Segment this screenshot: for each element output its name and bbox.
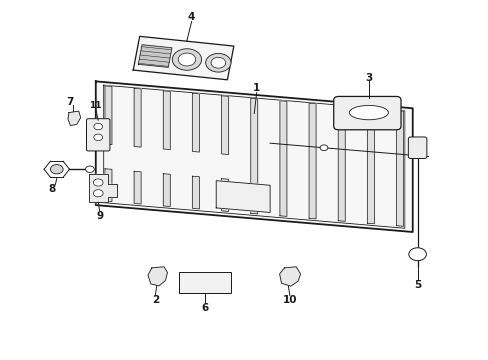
Polygon shape <box>216 181 269 212</box>
Text: 7: 7 <box>66 97 74 107</box>
Text: 5: 5 <box>413 280 420 290</box>
Text: 11: 11 <box>89 100 102 109</box>
Circle shape <box>94 123 102 130</box>
Polygon shape <box>192 176 199 209</box>
Polygon shape <box>163 174 170 207</box>
FancyBboxPatch shape <box>333 96 400 130</box>
Circle shape <box>93 179 103 186</box>
Polygon shape <box>133 36 233 80</box>
Circle shape <box>320 145 327 150</box>
Polygon shape <box>221 96 228 154</box>
Text: 1: 1 <box>253 83 260 93</box>
Polygon shape <box>105 86 112 145</box>
FancyBboxPatch shape <box>86 119 110 151</box>
Text: 4: 4 <box>187 12 195 22</box>
Circle shape <box>94 134 102 140</box>
Polygon shape <box>366 108 374 224</box>
Circle shape <box>50 165 63 174</box>
Circle shape <box>85 166 94 172</box>
Ellipse shape <box>348 105 387 120</box>
Text: 8: 8 <box>48 184 56 194</box>
Text: 9: 9 <box>96 211 103 221</box>
Polygon shape <box>279 267 300 286</box>
Text: 2: 2 <box>151 295 159 305</box>
Polygon shape <box>138 45 172 67</box>
Text: 10: 10 <box>282 295 297 305</box>
Polygon shape <box>89 174 117 202</box>
Polygon shape <box>68 111 81 126</box>
Circle shape <box>172 49 201 70</box>
Polygon shape <box>396 111 403 226</box>
Circle shape <box>211 57 225 68</box>
Polygon shape <box>221 179 228 211</box>
Polygon shape <box>338 106 345 221</box>
Bar <box>178 272 231 293</box>
Polygon shape <box>279 101 286 216</box>
Polygon shape <box>134 88 141 147</box>
Text: 6: 6 <box>202 303 209 313</box>
Circle shape <box>178 53 195 66</box>
Polygon shape <box>192 93 199 152</box>
Polygon shape <box>96 81 412 232</box>
Polygon shape <box>163 91 170 149</box>
Text: 3: 3 <box>365 73 372 83</box>
Polygon shape <box>148 267 167 286</box>
Circle shape <box>205 53 230 72</box>
FancyBboxPatch shape <box>407 137 426 158</box>
Polygon shape <box>105 169 112 202</box>
Polygon shape <box>134 171 141 204</box>
Polygon shape <box>250 98 257 214</box>
Circle shape <box>408 248 426 261</box>
Polygon shape <box>308 103 315 219</box>
Circle shape <box>93 190 103 197</box>
